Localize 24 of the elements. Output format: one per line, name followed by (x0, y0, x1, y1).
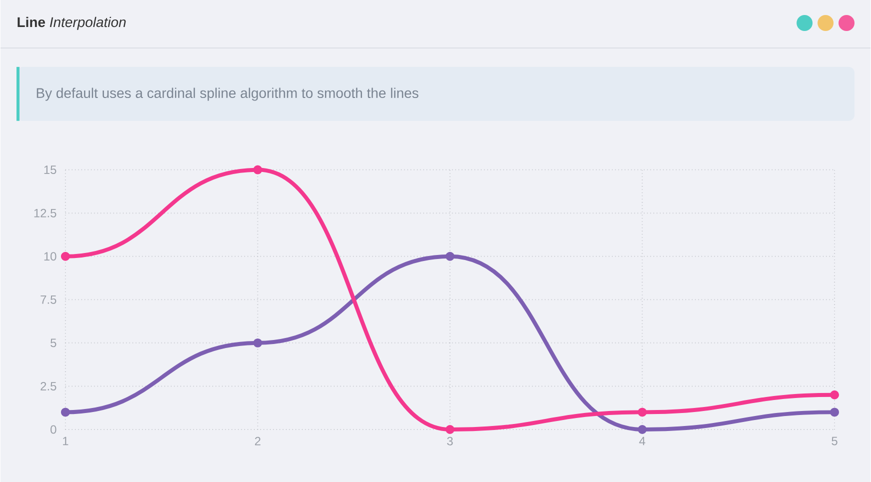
point (60, 252, 70, 261)
y-tick-label: 5 (50, 338, 56, 347)
y-tick-label: 12.5 (34, 208, 56, 218)
point (253, 165, 262, 174)
y-tick-label: 7.5 (40, 295, 56, 304)
y-tick-label: 0 (50, 425, 56, 434)
chart-title: Line Interpolation (18, 16, 126, 30)
point (60, 407, 70, 416)
x-tick-label: 2 (254, 436, 260, 446)
point (638, 407, 647, 416)
x-tick-label: 3 (447, 436, 453, 446)
y-tick-label: 2.5 (40, 382, 56, 390)
point (638, 424, 647, 434)
y-tick-label: 10 (44, 252, 56, 260)
text: By default uses a cardinal spline algorithm to smooth the lines (36, 88, 418, 101)
point (830, 390, 840, 400)
x-tick-label: 5 (832, 436, 838, 446)
y-tick-label: 15 (44, 165, 56, 174)
x-tick-label: 1 (63, 436, 68, 445)
point (830, 407, 840, 416)
point (445, 252, 454, 261)
point (445, 424, 454, 434)
x-tick-label: 4 (639, 436, 646, 445)
point (253, 338, 262, 348)
